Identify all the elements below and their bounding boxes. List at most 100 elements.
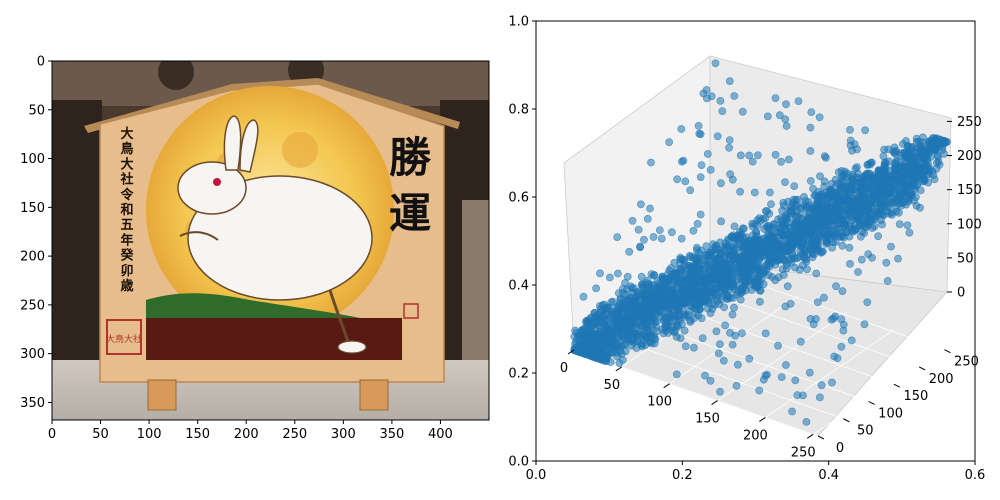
scatter-point (782, 122, 791, 130)
scatter-point (754, 265, 762, 274)
image-x-ticks: 0 50 100 150 200 250 300 350 400 (48, 420, 453, 442)
scatter-point (680, 326, 689, 335)
scatter-point (655, 226, 664, 234)
scatter-point (781, 178, 789, 186)
inscription-character: 卯 (120, 263, 133, 279)
scatter-point (812, 315, 820, 323)
x3d-tick-label: 250 (791, 445, 816, 460)
scatter-point (643, 214, 652, 223)
z3d-tick-label: 100 (957, 217, 982, 232)
scatter-point (637, 200, 645, 209)
x3d-tick-mark (806, 433, 814, 439)
scatter-point (817, 381, 826, 390)
scatter-point (697, 161, 706, 169)
inscription-character: 歳 (120, 278, 133, 294)
scatter-point (673, 175, 682, 184)
scatter-point (761, 329, 770, 338)
scatter-point (766, 188, 774, 197)
scatter-point (705, 272, 714, 281)
inscription-character: 五 (120, 218, 133, 233)
scatter-point (933, 151, 942, 160)
scatter-point (719, 356, 728, 365)
outer-y-tick-label: 0.2 (508, 367, 529, 382)
x3d-tick-label: 100 (647, 395, 672, 410)
scatter-point (668, 228, 676, 237)
scatter-point (681, 272, 690, 281)
scatter-point (609, 297, 617, 306)
scatter-point (777, 157, 785, 166)
scatter-point (767, 200, 775, 208)
scatter-point (763, 370, 771, 379)
scatter-point (778, 206, 786, 215)
gridline (812, 345, 943, 435)
scatter-point (902, 193, 911, 201)
scatter-point (629, 296, 638, 305)
scatter-point (780, 256, 789, 264)
scatter-point (730, 222, 739, 231)
scatter-point (846, 136, 855, 145)
scatter-point (782, 361, 790, 369)
outer-x-tick-label: 0.0 (526, 468, 547, 483)
scatter-point (818, 218, 826, 227)
scatter-point (846, 125, 854, 134)
scatter-point (622, 320, 630, 328)
scatter-point (755, 286, 764, 295)
scatter-point (716, 97, 725, 105)
scatter-point (621, 340, 630, 349)
scatter-point (846, 202, 855, 211)
scatter-point (713, 296, 722, 305)
scatter-point (877, 209, 886, 218)
scatter-point (711, 245, 720, 254)
y3d-tick-label: 0 (836, 441, 844, 456)
scatter-point (646, 204, 654, 213)
x3d-tick-mark (663, 383, 670, 389)
image-y-tick-label: 100 (20, 152, 45, 167)
scatter-point (614, 269, 622, 278)
scatter-point (745, 151, 754, 160)
scatter-point (756, 216, 765, 225)
scatter-point (681, 177, 690, 186)
x3d-tick-mark (759, 417, 766, 422)
scatter-point (819, 227, 827, 236)
scatter-point (774, 341, 782, 350)
scatter-point (828, 378, 836, 387)
scatter-point (746, 254, 755, 263)
scatter-point (873, 191, 881, 200)
scatter-point (816, 393, 824, 402)
scatter-point (730, 92, 739, 100)
scatter-point (765, 209, 774, 218)
scatter-point (631, 313, 640, 321)
scatter-point (909, 165, 917, 173)
scatter-point (592, 284, 600, 293)
scatter-point (837, 342, 846, 351)
scatter-point (638, 339, 647, 348)
scatter-point (736, 234, 744, 243)
scatter-point (689, 226, 698, 235)
scatter-point (721, 321, 729, 330)
scatter-point (702, 242, 711, 250)
scatter-point (940, 149, 948, 158)
scatter-point (846, 188, 854, 197)
z3d-tick-label: 250 (957, 115, 982, 130)
image-y-tick-label: 250 (20, 298, 45, 313)
scatter-point (905, 228, 914, 237)
scatter-point (697, 246, 706, 255)
scatter-point (781, 115, 790, 124)
scatter-point (728, 282, 737, 291)
scatter-point (830, 231, 838, 240)
scatter-point (803, 265, 811, 274)
scatter-point (775, 111, 784, 120)
inscription-character: 年 (120, 232, 133, 248)
scatter-point (781, 302, 790, 311)
scatter-point (822, 153, 830, 162)
scatter-point (863, 161, 872, 169)
scatter-point (833, 354, 842, 362)
scatter-point (673, 322, 682, 331)
scatter-point (870, 222, 879, 231)
scatter-point (764, 224, 773, 233)
